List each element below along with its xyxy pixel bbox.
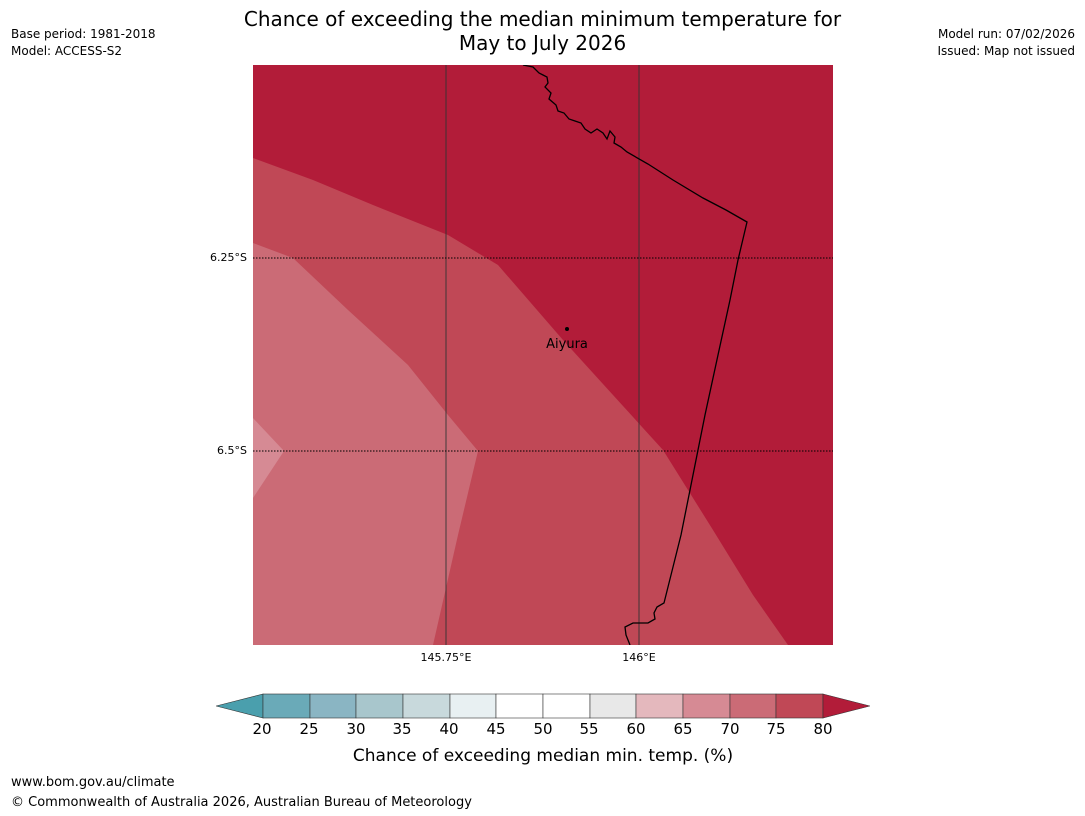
colorbar-tick-70: 70 bbox=[720, 720, 740, 738]
forecast-map bbox=[253, 65, 833, 645]
model-run-text: Model run: 07/02/2026 bbox=[937, 27, 1075, 41]
footer-copyright: © Commonwealth of Australia 2026, Austra… bbox=[11, 795, 472, 810]
colorbar-tick-35: 35 bbox=[392, 720, 412, 738]
colorbar bbox=[216, 693, 870, 719]
colorbar-seg-40-45 bbox=[449, 693, 497, 719]
colorbar-tick-55: 55 bbox=[579, 720, 599, 738]
colorbar-tick-45: 45 bbox=[486, 720, 506, 738]
region-70-75 bbox=[253, 243, 478, 645]
colorbar-seg-75-80 bbox=[775, 693, 824, 719]
province-boundary bbox=[522, 65, 748, 645]
colorbar-seg-below-20 bbox=[216, 693, 264, 719]
map-title-line-1: Chance of exceeding the median minimum t… bbox=[243, 7, 842, 31]
colorbar-seg-35-40 bbox=[402, 693, 451, 719]
colorbar-tick-25: 25 bbox=[299, 720, 319, 738]
map-title: Chance of exceeding the median minimum t… bbox=[200, 7, 885, 55]
lat-label-6-5: 6.5°S bbox=[217, 444, 247, 457]
colorbar-seg-20-25 bbox=[262, 693, 311, 719]
colorbar-seg-30-35 bbox=[355, 693, 404, 719]
colorbar-seg-70-75 bbox=[729, 693, 777, 719]
footer-url: www.bom.gov.au/climate bbox=[11, 775, 175, 790]
meta-right: Model run: 07/02/2026 Issued: Map not is… bbox=[937, 26, 1075, 60]
issued-text: Issued: Map not issued bbox=[937, 44, 1075, 58]
colorbar-title: Chance of exceeding median min. temp. (%… bbox=[352, 746, 734, 766]
forecast-map-svg bbox=[253, 65, 833, 645]
place-label-aiyura: Aiyura bbox=[546, 337, 588, 352]
colorbar-tick-65: 65 bbox=[673, 720, 693, 738]
lon-label-146: 146°E bbox=[622, 651, 656, 664]
aiyura-marker bbox=[565, 327, 569, 331]
colorbar-tick-80: 80 bbox=[813, 720, 833, 738]
meta-left: Base period: 1981-2018 Model: ACCESS-S2 bbox=[11, 26, 156, 60]
colorbar-tick-20: 20 bbox=[252, 720, 272, 738]
colorbar-tick-50: 50 bbox=[533, 720, 553, 738]
colorbar-seg-55-60 bbox=[589, 693, 637, 719]
map-title-line-2: May to July 2026 bbox=[458, 31, 627, 55]
colorbar-seg-50-55 bbox=[542, 693, 591, 719]
colorbar-tick-40: 40 bbox=[439, 720, 459, 738]
colorbar-tick-60: 60 bbox=[626, 720, 646, 738]
colorbar-seg-65-70 bbox=[682, 693, 731, 719]
colorbar-seg-25-30 bbox=[309, 693, 357, 719]
colorbar-tick-30: 30 bbox=[346, 720, 366, 738]
lat-label-6-25: 6.25°S bbox=[210, 251, 247, 264]
model-text: Model: ACCESS-S2 bbox=[11, 44, 123, 58]
region-65-70 bbox=[253, 418, 284, 498]
lon-label-145-75: 145.75°E bbox=[420, 651, 472, 664]
colorbar-seg-45-50 bbox=[495, 693, 544, 719]
colorbar-seg-above-80 bbox=[822, 693, 870, 719]
colorbar-seg-60-65 bbox=[635, 693, 684, 719]
base-period-text: Base period: 1981-2018 bbox=[11, 27, 156, 41]
colorbar-tick-75: 75 bbox=[766, 720, 786, 738]
